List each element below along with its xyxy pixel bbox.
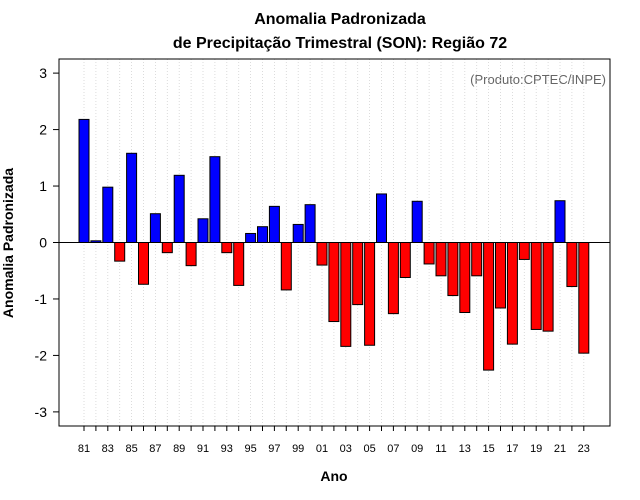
bar-2007 xyxy=(387,242,399,315)
x-tick-label: 97 xyxy=(268,443,280,455)
bar-2004 xyxy=(352,242,364,306)
x-tick-label: 85 xyxy=(125,443,137,455)
bar-2008 xyxy=(399,242,411,279)
y-tick-label: 2 xyxy=(39,122,47,138)
bar-2000 xyxy=(304,204,316,244)
x-tick-label: 21 xyxy=(554,443,566,455)
bar-1984 xyxy=(114,242,126,262)
x-tick-label: 89 xyxy=(173,443,185,455)
bar-2022 xyxy=(566,242,578,288)
bar-2010 xyxy=(423,242,435,265)
y-tick-label: -2 xyxy=(35,347,48,363)
y-axis-label: Anomalia Padronizada xyxy=(0,168,16,318)
x-tick-label: 13 xyxy=(459,443,471,455)
bar-1985 xyxy=(126,152,138,243)
bar-1997 xyxy=(268,205,280,243)
bar-1988 xyxy=(161,242,173,254)
x-tick-label: 91 xyxy=(197,443,209,455)
x-tick-label: 15 xyxy=(482,443,494,455)
bar-2023 xyxy=(578,242,590,354)
bar-2001 xyxy=(316,242,328,266)
bar-1991 xyxy=(197,218,209,243)
bar-2021 xyxy=(554,200,566,243)
bar-1983 xyxy=(102,186,114,243)
bar-2019 xyxy=(530,242,542,330)
plot-frame xyxy=(58,58,611,427)
bar-2017 xyxy=(506,242,518,345)
source-annotation: (Produto:CPTEC/INPE) xyxy=(470,72,606,87)
x-tick-label: 95 xyxy=(244,443,256,455)
bar-1996 xyxy=(257,226,268,243)
bar-series xyxy=(78,118,590,371)
x-tick-label: 81 xyxy=(78,443,90,455)
x-tick-label: 17 xyxy=(506,443,518,455)
bar-1987 xyxy=(149,213,161,244)
bar-2011 xyxy=(435,242,447,277)
bar-2005 xyxy=(364,242,376,346)
x-tick-label: 99 xyxy=(292,443,304,455)
y-tick-label: 3 xyxy=(39,65,47,81)
x-tick-label: 19 xyxy=(530,443,542,455)
bar-1986 xyxy=(138,242,149,285)
bar-2013 xyxy=(459,242,471,314)
x-axis-label: Ano xyxy=(320,468,347,484)
bar-2003 xyxy=(340,242,352,347)
y-tick-label: 1 xyxy=(39,178,47,194)
bar-1998 xyxy=(280,242,292,291)
bar-1995 xyxy=(245,232,257,244)
y-tick-label: -1 xyxy=(35,291,48,307)
x-tick-label: 09 xyxy=(411,443,423,455)
y-tick-label: -3 xyxy=(35,404,48,420)
x-tick-label: 87 xyxy=(149,443,161,455)
bar-2016 xyxy=(495,242,506,309)
x-tick-label: 11 xyxy=(435,443,446,455)
x-tick-label: 83 xyxy=(102,443,114,455)
bar-1993 xyxy=(221,242,233,254)
bar-2006 xyxy=(376,193,387,243)
y-tick-label: 0 xyxy=(39,235,47,251)
bar-2014 xyxy=(471,242,483,277)
bar-1989 xyxy=(173,174,185,244)
bar-1999 xyxy=(292,223,304,244)
x-tick-label: 05 xyxy=(363,443,375,455)
bar-2002 xyxy=(328,242,340,323)
bar-2015 xyxy=(483,242,495,371)
bar-2020 xyxy=(542,242,554,332)
bar-1992 xyxy=(209,156,221,244)
x-tick-label: 07 xyxy=(387,443,399,455)
bar-2012 xyxy=(447,242,459,297)
bar-1990 xyxy=(185,242,197,267)
bar-2009 xyxy=(411,200,423,244)
bar-1994 xyxy=(233,242,245,286)
chart-title-line2: de Precipitação Trimestral (SON): Região… xyxy=(173,35,507,52)
bar-1981 xyxy=(78,118,90,243)
x-tick-label: 01 xyxy=(316,443,328,455)
x-tick-label: 93 xyxy=(221,443,233,455)
bar-2018 xyxy=(518,242,530,260)
x-tick-label: 03 xyxy=(340,443,352,455)
chart-title-line1: Anomalia Padronizada xyxy=(254,11,426,28)
x-tick-label: 23 xyxy=(578,443,590,455)
